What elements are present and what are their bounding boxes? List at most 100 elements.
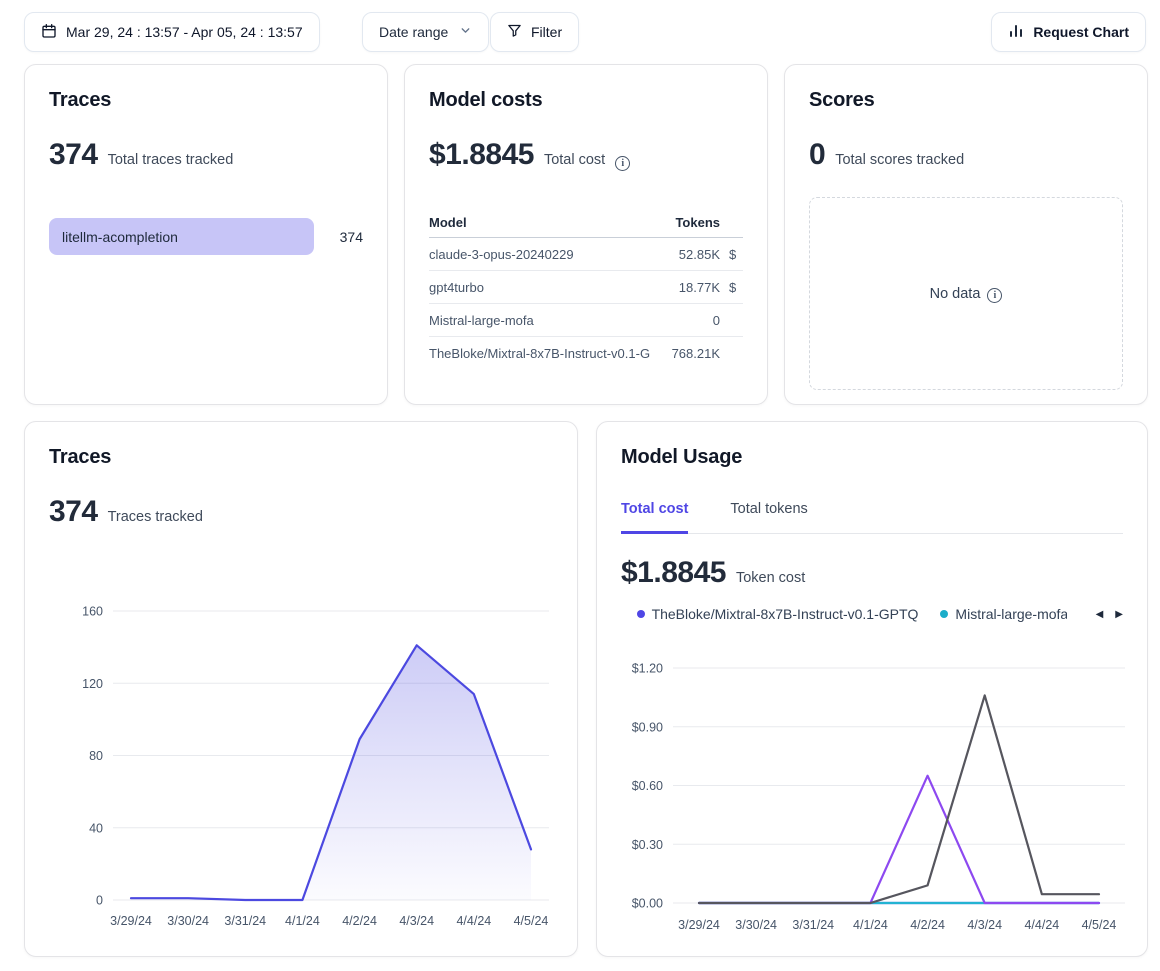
model-name-cell: gpt4turbo [429, 279, 484, 295]
svg-text:3/29/24: 3/29/24 [678, 918, 720, 932]
date-range-picker-button[interactable]: Mar 29, 24 : 13:57 - Apr 05, 24 : 13:57 [24, 12, 320, 52]
tab-total-cost[interactable]: Total cost [621, 501, 689, 534]
table-row: claude-3-opus-20240229 52.85K $ [429, 238, 743, 271]
legend-item: Mistral-large-mofa [940, 606, 1067, 622]
svg-text:4/5/24: 4/5/24 [514, 914, 549, 928]
traces-total-label: Total traces tracked [107, 152, 234, 168]
tokens-cell: 0 [712, 312, 720, 328]
filter-button[interactable]: Filter [490, 12, 580, 52]
legend-next-icon[interactable]: ▶ [1115, 608, 1123, 620]
bar-chart-icon [1008, 23, 1024, 42]
tab-total-tokens[interactable]: Total tokens [730, 501, 808, 517]
traces-chart-card: Traces 374 Traces tracked Traces 0408012… [24, 421, 578, 957]
svg-text:$0.60: $0.60 [632, 779, 663, 793]
traces-total-value: 374 [49, 138, 98, 171]
svg-text:3/31/24: 3/31/24 [792, 918, 834, 932]
trace-name-bar-list: litellm-acompletion 374 [49, 218, 363, 255]
card-title: Scores [809, 89, 875, 111]
calendar-icon [41, 23, 57, 42]
info-icon[interactable]: i [615, 156, 631, 171]
model-usage-line-chart[interactable]: $0.00 $0.30 $0.60 $0.90 $1.20 3/29/24 3/30/24 3… [621, 648, 1125, 944]
svg-text:3/29/24: 3/29/24 [110, 914, 152, 928]
toolbar: Mar 29, 24 : 13:57 - Apr 05, 24 : 13:57 … [24, 12, 1146, 52]
filter-funnel-icon [507, 23, 522, 41]
legend-prev-icon[interactable]: ◀ [1095, 608, 1104, 620]
info-icon[interactable]: i [987, 288, 1003, 303]
usd-cell: $ [729, 279, 737, 295]
list-item: litellm-acompletion 374 [49, 218, 363, 255]
legend-item: TheBloke/Mixtral-8x7B-Instruct-v0.1-GPTQ [636, 605, 919, 622]
legend-label: TheBloke/Mixtral-8x7B-Instruct-v0.1-GPTQ [651, 605, 919, 622]
trace-count: 374 [339, 228, 363, 245]
model-costs-table-header: Model Tokens [429, 208, 743, 238]
traces-line-chart[interactable]: 0 40 80 120 160 3/29/24 3/30/24 3/31/24 4/1/24 4/… [49, 594, 555, 942]
svg-text:4/1/24: 4/1/24 [853, 918, 888, 932]
column-header-model: Model [429, 215, 467, 230]
svg-text:4/2/24: 4/2/24 [342, 914, 377, 928]
svg-text:4/3/24: 4/3/24 [399, 914, 434, 928]
table-row: TheBloke/Mixtral-8x7B-Instruct-v0.1-GPTQ… [429, 337, 743, 370]
svg-text:4/2/24: 4/2/24 [910, 918, 945, 932]
scores-total-label: Total scores tracked [835, 152, 965, 168]
tokens-cell: 18.77K [678, 279, 720, 295]
svg-text:4/4/24: 4/4/24 [456, 914, 491, 928]
date-range-preset-select[interactable]: Date range [362, 12, 490, 52]
model-name-cell: claude-3-opus-20240229 [429, 246, 574, 262]
no-data-placeholder: No data i [809, 197, 1123, 390]
scores-card: Scores 0 Total scores tracked No data i [784, 64, 1148, 405]
model-costs-table: Model Tokens claude-3-opus-20240229 52.85… [429, 208, 743, 370]
card-title: Traces [49, 446, 112, 468]
legend-label: Mistral-large-mofa [955, 605, 1068, 622]
no-data-label: No data [929, 285, 981, 302]
request-chart-button[interactable]: Request Chart [991, 12, 1146, 52]
svg-text:4/5/24: 4/5/24 [1082, 918, 1117, 932]
legend-dot-icon [940, 609, 949, 618]
traces-tracked-label: Traces tracked [107, 509, 203, 525]
column-header-tokens: Tokens [675, 215, 720, 230]
tokens-cell: 768.21K [671, 346, 720, 361]
svg-text:3/30/24: 3/30/24 [167, 914, 209, 928]
card-title: Model costs [429, 89, 543, 111]
svg-text:$1.20: $1.20 [632, 662, 663, 676]
svg-text:$0.00: $0.00 [632, 897, 663, 911]
usd-cell: $ [729, 246, 737, 262]
svg-text:160: 160 [82, 605, 103, 619]
svg-text:120: 120 [82, 677, 103, 691]
scores-total-value: 0 [809, 138, 826, 171]
svg-text:3/31/24: 3/31/24 [224, 914, 266, 928]
svg-text:$0.90: $0.90 [632, 720, 663, 734]
model-usage-tabs: Total cost Total tokens [621, 501, 1123, 534]
token-cost-label: Token cost [735, 569, 806, 586]
trace-name-bar: litellm-acompletion [49, 218, 314, 255]
total-cost-value: $1.8845 [429, 138, 534, 171]
model-name-cell: Mistral-large-mofa [429, 312, 534, 328]
card-title: Model Usage [621, 446, 743, 468]
chevron-down-icon [459, 24, 472, 40]
filter-label: Filter [531, 24, 563, 40]
token-cost-value: $1.8845 [621, 555, 726, 589]
svg-text:4/4/24: 4/4/24 [1024, 918, 1059, 932]
svg-text:4/1/24: 4/1/24 [285, 914, 320, 928]
total-cost-label: Total cost [543, 152, 606, 168]
model-usage-card: Model Usage Total cost Total tokens $1.8… [596, 421, 1148, 957]
legend-dot-icon [636, 609, 645, 618]
model-costs-card: Model costs $1.8845 Total cost i Model T… [404, 64, 768, 405]
tokens-cell: 52.85K [678, 246, 720, 262]
svg-text:0: 0 [96, 894, 103, 908]
request-chart-label: Request Chart [1033, 24, 1129, 40]
svg-text:4/3/24: 4/3/24 [967, 918, 1002, 932]
date-range-value: Mar 29, 24 : 13:57 - Apr 05, 24 : 13:57 [66, 24, 303, 40]
model-costs-table-body: claude-3-opus-20240229 52.85K $ gpt4turbo 18… [429, 238, 743, 370]
svg-text:$0.30: $0.30 [632, 838, 663, 852]
traces-tracked-value: 374 [49, 495, 98, 528]
date-range-preset-label: Date range [379, 24, 449, 40]
table-row: gpt4turbo 18.77K $ [429, 271, 743, 304]
table-row: Mistral-large-mofa 0 [429, 304, 743, 337]
card-title: Traces [49, 89, 112, 111]
traces-summary-card: Traces 374 Total traces tracked litellm-… [24, 64, 388, 405]
svg-text:3/30/24: 3/30/24 [735, 918, 777, 932]
svg-text:80: 80 [89, 749, 103, 763]
model-usage-legend: TheBloke/Mixtral-8x7B-Instruct-v0.1-GPTQ… [621, 606, 1123, 622]
model-name-cell: TheBloke/Mixtral-8x7B-Instruct-v0.1-GPTQ [429, 346, 650, 361]
svg-text:40: 40 [89, 821, 103, 835]
